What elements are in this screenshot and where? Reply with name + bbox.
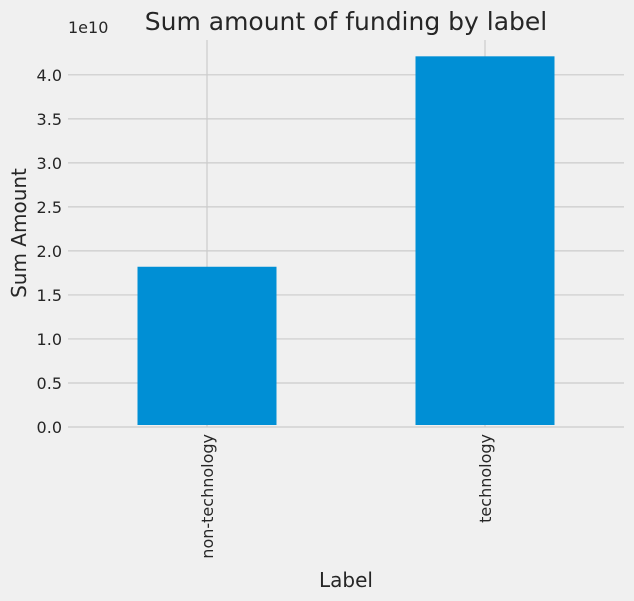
x-tick-label: technology (476, 434, 495, 523)
y-tick-label: 3.0 (37, 154, 62, 173)
y-tick-label: 0.0 (37, 418, 62, 437)
chart-title: Sum amount of funding by label (145, 7, 548, 36)
y-tick-label: 4.0 (37, 66, 62, 85)
y-tick-label: 1.5 (37, 286, 62, 305)
y-tick-label: 2.0 (37, 242, 62, 261)
x-tick-labels: non-technology technology (198, 434, 495, 559)
y-tick-label: 0.5 (37, 374, 62, 393)
y-tick-labels: 0.0 0.5 1.0 1.5 2.0 2.5 3.0 3.5 4.0 (37, 66, 62, 437)
bars (137, 56, 555, 425)
y-tick-label: 1.0 (37, 330, 62, 349)
bar-non-technology (137, 266, 277, 425)
y-tick-label: 3.5 (37, 110, 62, 129)
bar-technology (415, 56, 555, 425)
y-tick-label: 2.5 (37, 198, 62, 217)
x-axis-title: Label (319, 568, 373, 592)
y-axis-title: Sum Amount (7, 168, 31, 298)
y-axis-offset-label: 1e10 (68, 18, 108, 37)
x-tick-label: non-technology (198, 434, 217, 559)
